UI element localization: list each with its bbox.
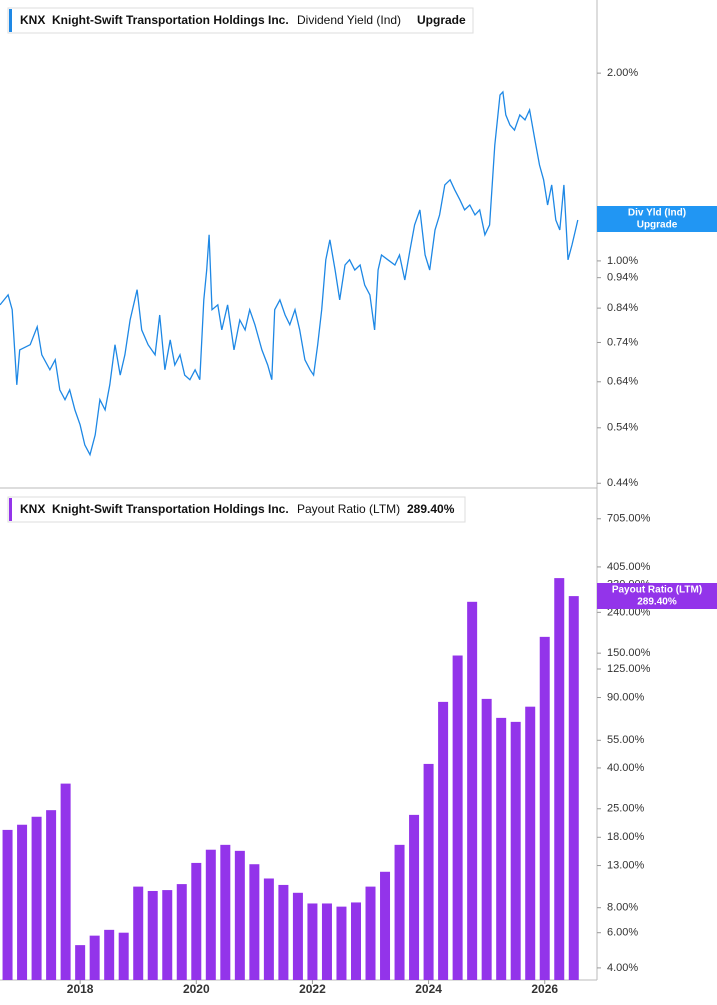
company: Knight-Swift Transportation Holdings Inc… — [52, 13, 289, 27]
bar — [380, 871, 391, 980]
y-tick-label: 13.00% — [607, 859, 645, 871]
plots: 2.00% 1.00% 0.94% 0.84% 0.74% 0.64% 0.54% 0.44%… — [0, 67, 651, 996]
y-tick-label: 18.00% — [607, 831, 645, 843]
bar — [554, 578, 565, 980]
bar — [133, 886, 144, 980]
y-tick-label: 40.00% — [607, 762, 645, 774]
last-value: 289.40% — [407, 502, 455, 516]
y-tick-label: 150.00% — [607, 647, 651, 659]
bar — [249, 864, 260, 980]
x-tick-label: 2022 — [299, 982, 326, 996]
bar — [307, 903, 318, 980]
bar — [321, 903, 332, 980]
line — [0, 90, 579, 457]
flags: Div Yld (Ind) Upgrade Payout Ratio (LTM)… — [597, 206, 717, 609]
bar — [481, 698, 492, 980]
bar — [510, 721, 521, 980]
bar — [263, 878, 274, 980]
y-tick-label: 55.00% — [607, 734, 645, 746]
bar — [147, 890, 158, 980]
bar — [467, 601, 478, 980]
bar — [568, 596, 579, 980]
y-tick-label: 705.00% — [607, 513, 651, 525]
y-tick-label: 240.00% — [607, 606, 651, 618]
x-tick-label: 2024 — [415, 982, 442, 996]
status: Upgrade — [417, 13, 466, 27]
bar — [278, 884, 289, 980]
bar — [423, 763, 434, 980]
legend-top: KNX Knight-Swift Transportation Holdings… — [7, 7, 474, 34]
y-tick-label: 6.00% — [607, 927, 638, 939]
legend-box — [7, 496, 466, 523]
y-tick-label: 8.00% — [607, 902, 638, 914]
bar — [17, 824, 28, 980]
company: Knight-Swift Transportation Holdings Inc… — [52, 502, 289, 516]
bar — [46, 810, 57, 980]
y-tick-label: 405.00% — [607, 561, 651, 573]
ticker: KNX — [20, 502, 45, 516]
bar — [162, 890, 173, 980]
y-tick-label: 2.00% — [607, 67, 638, 79]
legend-swatch — [9, 498, 12, 521]
y-tick-label: 0.94% — [607, 272, 638, 284]
bar — [118, 932, 129, 980]
bar — [104, 929, 115, 980]
bar — [525, 706, 536, 980]
bar — [438, 701, 449, 980]
flag-value: 289.40% — [637, 597, 677, 608]
bar — [2, 829, 13, 980]
bar — [75, 945, 86, 980]
bar — [394, 844, 405, 980]
series-name: Payout Ratio (LTM) — [297, 502, 400, 516]
bar — [89, 935, 100, 980]
bar — [350, 902, 361, 980]
y-tick-label: 90.00% — [607, 691, 645, 703]
legend-box — [7, 7, 474, 34]
y-tick-label: 0.54% — [607, 422, 638, 434]
bar — [176, 884, 187, 980]
bar — [234, 850, 245, 980]
bar — [539, 636, 550, 980]
bar — [336, 906, 347, 980]
y-tick-label: 125.00% — [607, 663, 651, 675]
x-tick-label: 2020 — [183, 982, 210, 996]
y-tick-label: 1.00% — [607, 255, 638, 267]
x-tick-label: 2026 — [531, 982, 558, 996]
flag-label: Div Yld (Ind) — [628, 208, 686, 219]
x-tick-label: 2018 — [67, 982, 94, 996]
bar — [220, 844, 231, 980]
y-tick-label: 4.00% — [607, 962, 638, 974]
bar — [496, 717, 507, 980]
legend-bottom: KNX Knight-Swift Transportation Holdings… — [7, 496, 466, 523]
y-tick-label: 25.00% — [607, 803, 645, 815]
bar — [409, 814, 420, 980]
y-tick-label: 0.74% — [607, 336, 638, 348]
bar — [365, 886, 376, 980]
legend-swatch — [9, 9, 12, 32]
series-name: Dividend Yield (Ind) — [297, 13, 401, 27]
bar — [292, 892, 303, 980]
ticker: KNX — [20, 13, 45, 27]
bar — [191, 862, 202, 980]
y-tick-label: 0.84% — [607, 302, 638, 314]
bar — [205, 849, 216, 980]
bar — [452, 655, 463, 980]
flag-top — [597, 206, 717, 232]
bar — [31, 816, 42, 980]
y-tick-label: 0.44% — [607, 477, 638, 489]
bar — [60, 783, 71, 980]
flag-bottom — [597, 583, 717, 609]
flag-status: Upgrade — [637, 220, 678, 231]
y-tick-label: 0.64% — [607, 376, 638, 388]
flag-label: Payout Ratio (LTM) — [612, 585, 702, 596]
